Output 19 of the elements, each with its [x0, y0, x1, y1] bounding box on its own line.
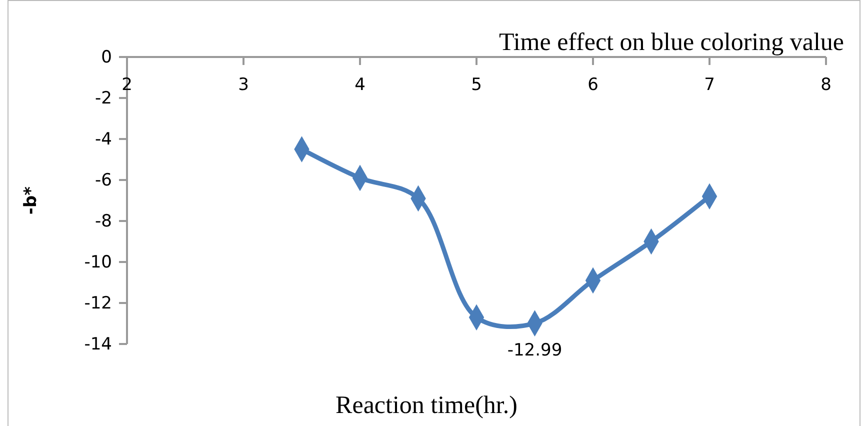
y-tick-label: 0	[101, 47, 112, 68]
y-tick-label: -12	[84, 293, 112, 314]
x-axis-title: Reaction time(hr.)	[336, 392, 518, 419]
chart-title: Time effect on blue coloring value	[498, 29, 844, 56]
x-tick-label: 3	[238, 75, 249, 95]
y-tick-label: -6	[95, 170, 112, 190]
data-label: -12.99	[507, 340, 562, 360]
y-axis-title: -b*	[21, 186, 41, 215]
y-tick-label: -14	[84, 334, 112, 354]
x-tick-label: 6	[588, 75, 598, 95]
y-tick-label: -8	[95, 211, 112, 232]
x-tick-label: 2	[122, 75, 132, 95]
y-tick-label: -10	[84, 252, 112, 272]
y-tick-label: -4	[95, 129, 112, 150]
x-tick-label: 5	[471, 75, 482, 95]
y-tick-label: -2	[95, 88, 112, 108]
x-tick-label: 7	[704, 75, 715, 95]
x-tick-label: 4	[354, 75, 366, 95]
x-tick-label: 8	[820, 75, 832, 95]
